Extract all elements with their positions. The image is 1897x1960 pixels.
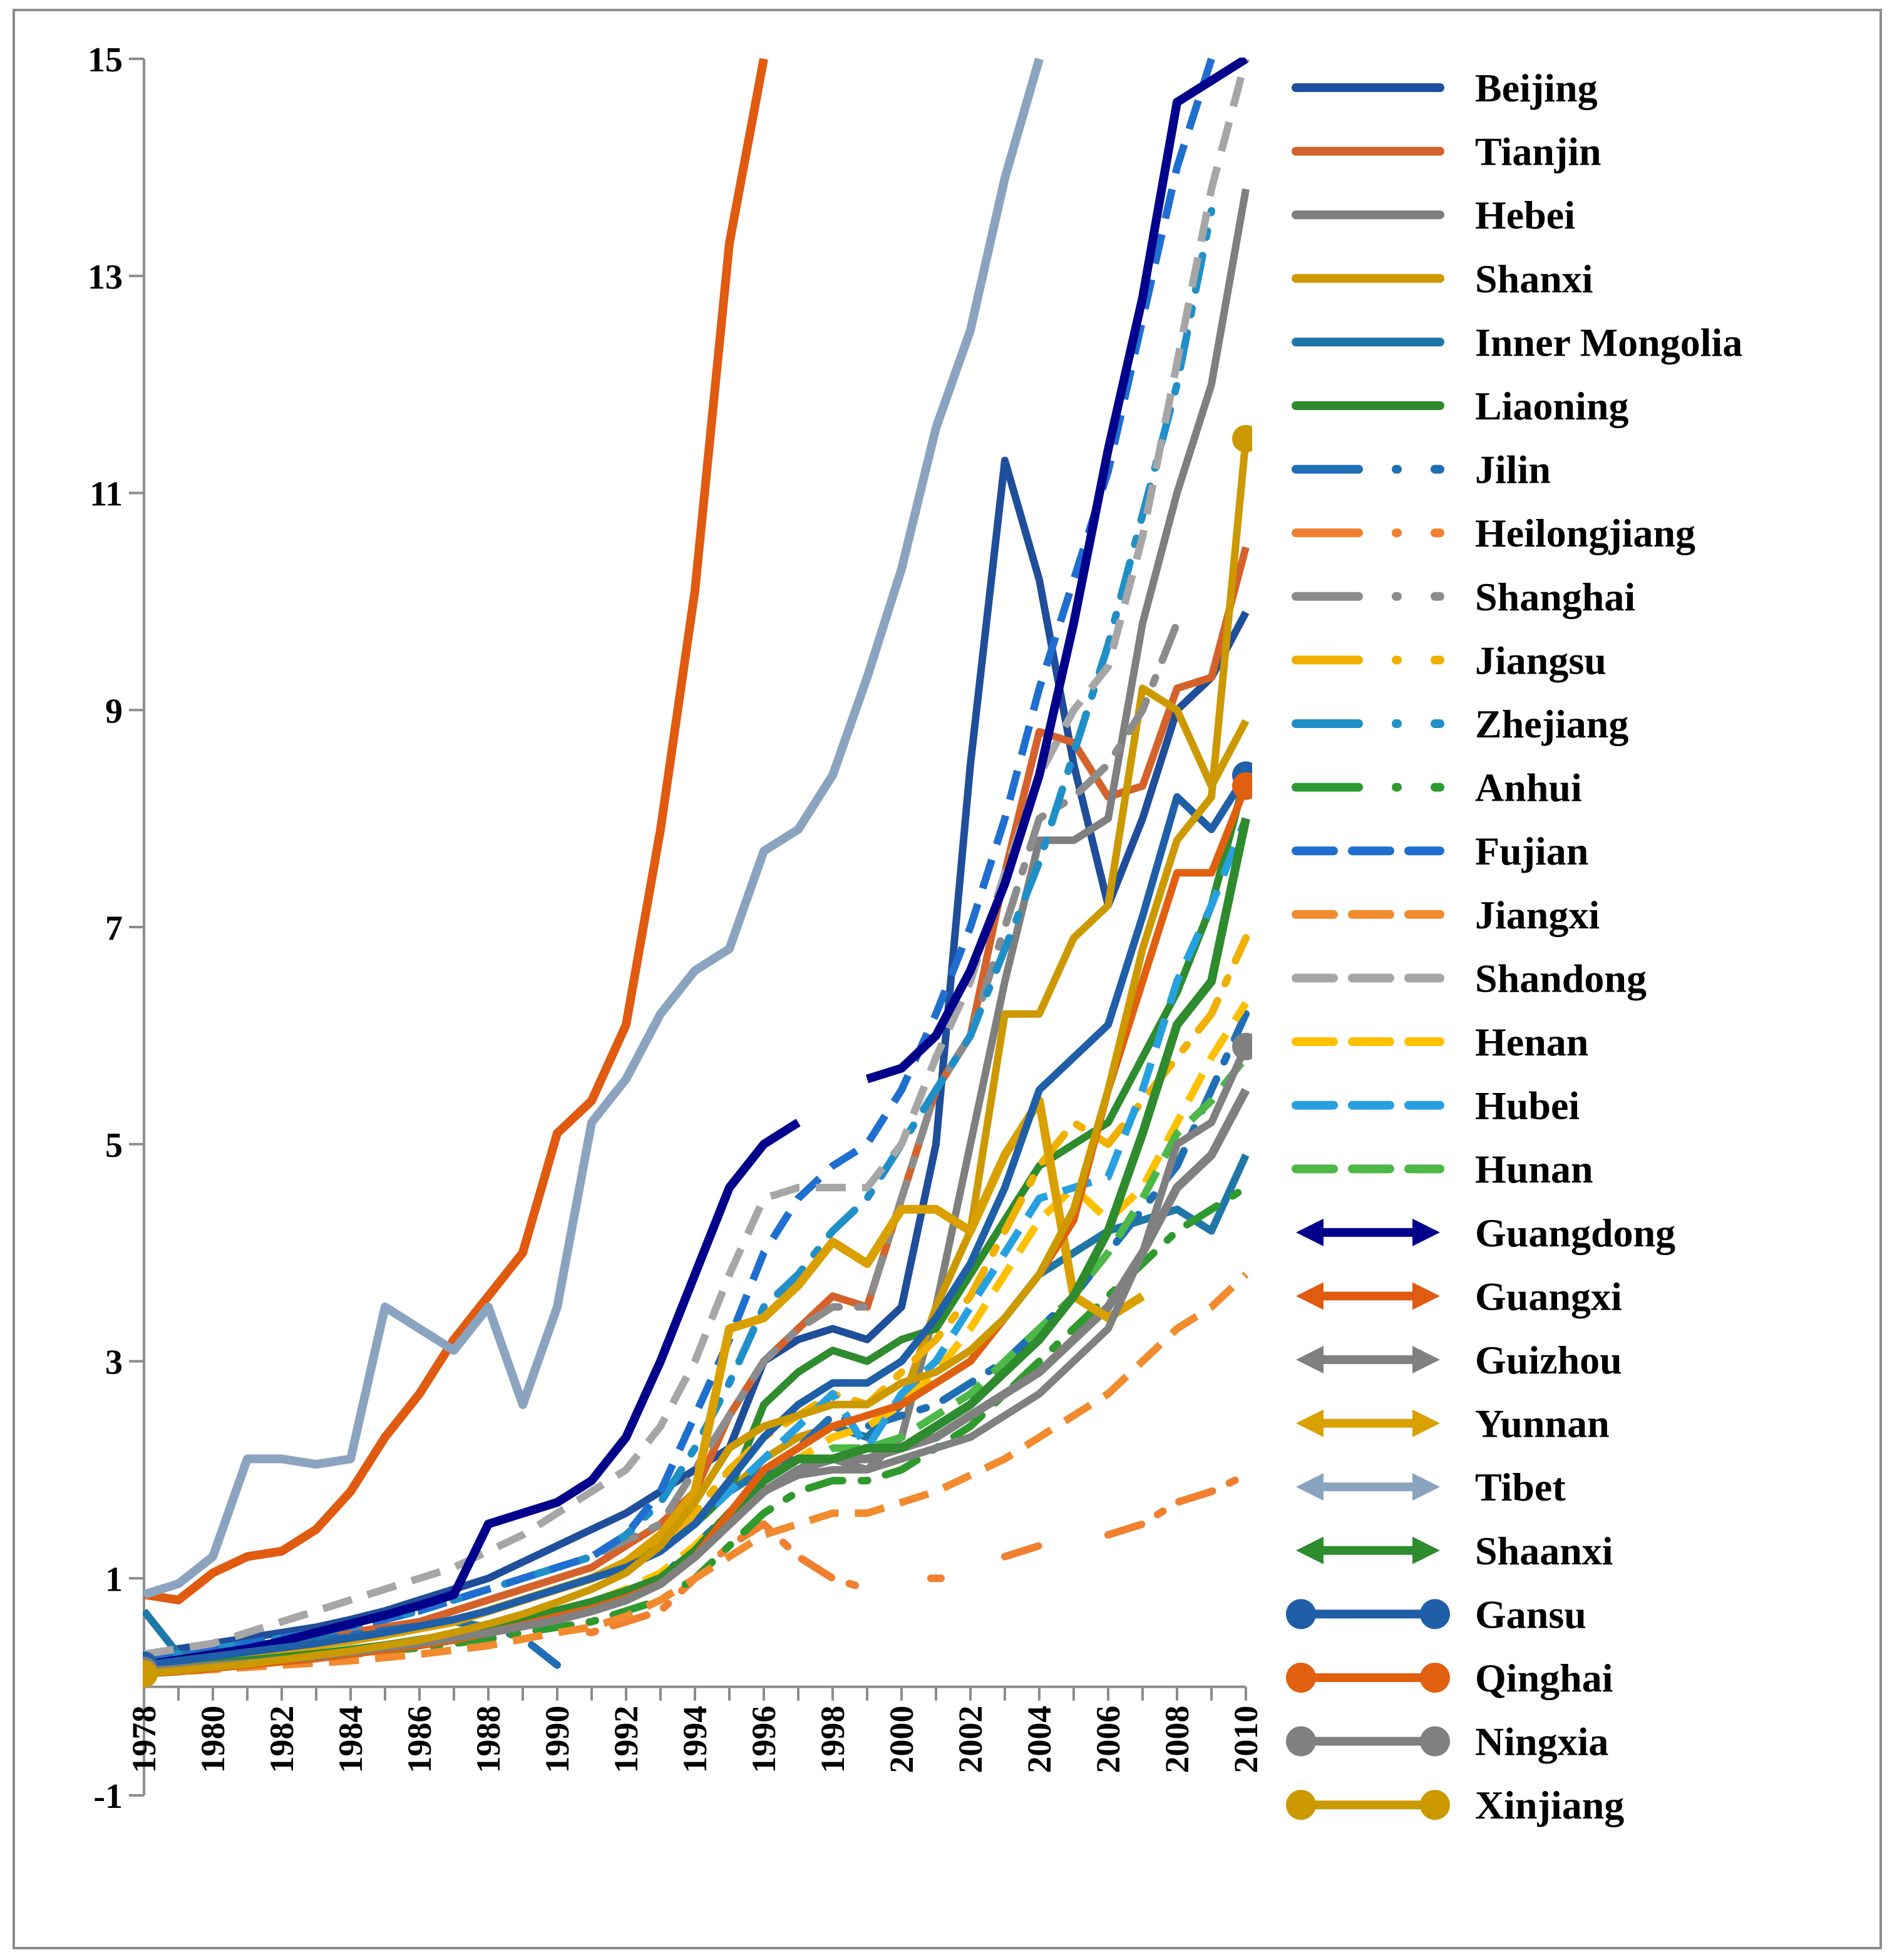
legend-label-guizhou: Guizhou [1475, 1338, 1622, 1382]
legend-marker [1420, 1790, 1450, 1820]
legend-label-ningxia: Ningxia [1475, 1720, 1608, 1764]
legend-label-shaanxi: Shaanxi [1475, 1529, 1613, 1573]
x-tick-label: 1984 [332, 1706, 369, 1773]
legend-label-gansu: Gansu [1475, 1592, 1586, 1636]
x-tick-label: 2010 [1227, 1706, 1265, 1773]
legend-label-shandong: Shandong [1475, 956, 1647, 1000]
series-line-jiangxi [143, 1271, 1249, 1678]
legend-arrow-left [1296, 1218, 1324, 1246]
legend-label-jiangxi: Jiangxi [1475, 893, 1600, 937]
legend-label-anhui: Anhui [1475, 766, 1582, 810]
legend-marker [1286, 1790, 1316, 1820]
series-line-beijing [143, 456, 1250, 1658]
legend-label-liaoning: Liaoning [1475, 384, 1628, 428]
legend-arrow-left [1296, 1536, 1324, 1564]
series-line-tibet [143, 58, 1044, 1599]
series-end-marker [143, 1660, 158, 1688]
series-end-marker [1232, 772, 1252, 800]
legend-label-hebei: Hebei [1475, 193, 1575, 237]
legend-arrow-left [1296, 1473, 1324, 1501]
series-line-zhejiang [143, 207, 1215, 1664]
legend-arrow-left [1296, 1409, 1324, 1437]
legend-label-tianjin: Tianjin [1475, 130, 1601, 174]
legend-label-shanghai: Shanghai [1475, 575, 1635, 619]
legend-label-qinghai: Qinghai [1475, 1656, 1613, 1700]
legend-marker [1420, 1663, 1450, 1693]
legend-arrow-right [1412, 1409, 1440, 1437]
legend-arrow-right [1412, 1218, 1440, 1246]
legend-arrow-right [1412, 1473, 1440, 1501]
y-tick-label: 9 [105, 692, 123, 731]
legend-label-fujian: Fujian [1475, 829, 1588, 873]
series-line-jilin [143, 1010, 1250, 1669]
x-tick-label: 1998 [814, 1706, 851, 1773]
x-tick-label: 1986 [401, 1706, 438, 1773]
legend-label-hunan: Hunan [1475, 1147, 1593, 1191]
legend-arrow-left [1296, 1282, 1324, 1310]
x-tick-label: 1992 [607, 1706, 645, 1773]
series-line-guangdong [143, 58, 1248, 1670]
y-tick-label: 5 [105, 1126, 123, 1165]
y-tick-label: 3 [105, 1343, 123, 1382]
series-line-guangxi [143, 58, 768, 1604]
legend-label-inner-mongolia: Inner Mongolia [1475, 320, 1742, 364]
legend-label-henan: Henan [1475, 1020, 1588, 1064]
legend-arrow-right [1412, 1346, 1440, 1373]
legend-label-zhejiang: Zhejiang [1475, 702, 1628, 746]
y-tick-label: -1 [93, 1777, 123, 1816]
y-tick-label: 1 [105, 1560, 123, 1599]
x-tick-label: 1978 [125, 1706, 163, 1773]
legend: Beijing Tianjin Hebei Shanxi Inner Mongolia L… [1286, 66, 1742, 1827]
x-tick-label: 2002 [952, 1706, 989, 1773]
legend-arrow-right [1412, 1282, 1440, 1310]
series-line-xinjiang [143, 438, 1250, 1678]
legend-label-jiangsu: Jiangsu [1475, 638, 1607, 682]
legend-marker [1286, 1726, 1316, 1757]
legend-marker [1420, 1599, 1450, 1629]
series-end-marker [1232, 424, 1252, 453]
x-tick-label: 2006 [1089, 1706, 1127, 1773]
legend-arrow-right [1412, 1536, 1440, 1564]
legend-arrow-left [1296, 1346, 1324, 1373]
x-tick-label: 1994 [676, 1706, 714, 1773]
legend-label-hubei: Hubei [1475, 1084, 1580, 1128]
legend-label-tibet: Tibet [1475, 1465, 1566, 1509]
series-line-heilongjiang [143, 1471, 1250, 1675]
y-tick-label: 13 [88, 258, 123, 297]
legend-marker [1286, 1599, 1316, 1629]
legend-label-jilin: Jilin [1475, 448, 1551, 492]
series-line-gansu [143, 773, 1250, 1669]
legend-label-yunnan: Yunnan [1475, 1402, 1610, 1446]
x-tick-label: 1990 [538, 1706, 576, 1773]
legend-marker [1420, 1726, 1450, 1757]
x-tick-label: 2004 [1020, 1706, 1058, 1773]
series-line-shandong [143, 58, 1250, 1658]
legend-label-guangdong: Guangdong [1475, 1211, 1675, 1255]
legend-label-shanxi: Shanxi [1475, 257, 1593, 301]
legend-label-beijing: Beijing [1475, 66, 1598, 110]
y-tick-label: 7 [105, 909, 123, 948]
series-end-marker [1232, 1032, 1252, 1060]
y-tick-label: 15 [88, 41, 123, 80]
x-tick-label: 2008 [1158, 1706, 1196, 1773]
legend-label-guangxi: Guangxi [1475, 1274, 1622, 1318]
legend-label-xinjiang: Xinjiang [1475, 1783, 1624, 1827]
legend-label-heilongjiang: Heilongjiang [1475, 511, 1695, 555]
series-line-anhui [143, 1184, 1250, 1675]
x-tick-label: 1982 [263, 1706, 301, 1773]
x-tick-label: 1988 [470, 1706, 507, 1773]
series-layer [143, 58, 1252, 1688]
x-tick-label: 1996 [745, 1706, 783, 1773]
x-tick-label: 2000 [883, 1706, 920, 1773]
x-tick-label: 1980 [194, 1706, 232, 1773]
legend-marker [1286, 1663, 1316, 1693]
y-tick-label: 11 [90, 475, 123, 514]
series-line-fujian [143, 58, 1215, 1664]
